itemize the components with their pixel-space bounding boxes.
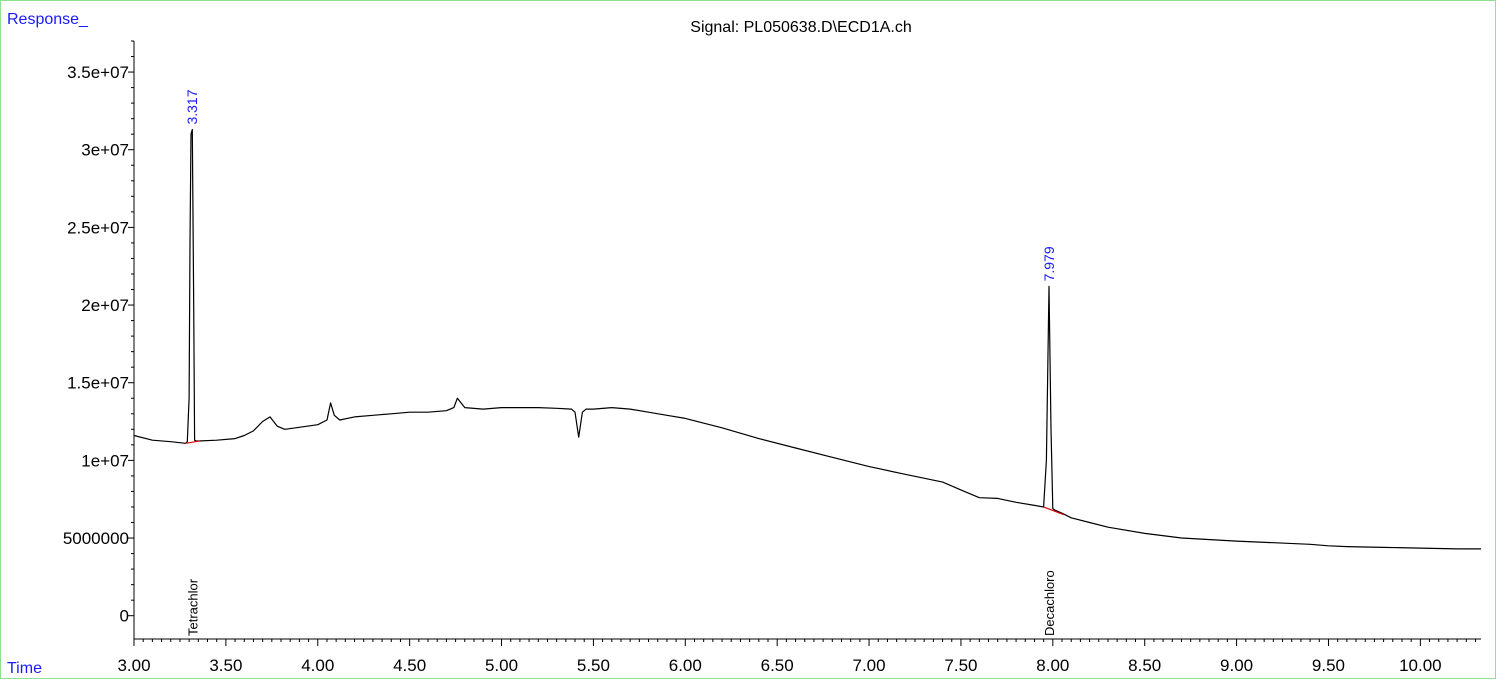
y-tick-label: 5000000 xyxy=(63,529,129,548)
y-tick-label: 3e+07 xyxy=(81,141,129,160)
x-tick-label: 9.00 xyxy=(1220,656,1253,675)
x-tick-label: 5.00 xyxy=(485,656,518,675)
y-tick-label: 0 xyxy=(120,607,129,626)
compound-name-label: Tetrachlor xyxy=(185,578,200,636)
integration-baseline xyxy=(185,440,201,444)
y-tick-label: 3.5e+07 xyxy=(67,63,129,82)
x-tick-label: 4.00 xyxy=(301,656,334,675)
signal-trace xyxy=(133,128,1481,550)
x-tick-label: 8.00 xyxy=(1036,656,1069,675)
axes: 3.00 3.50 4.00 4.50 5.00 5.50 6.00 6.50 7.00 7.50… xyxy=(63,40,1481,675)
x-tick-label: 4.50 xyxy=(393,656,426,675)
x-tick-label: 3.00 xyxy=(117,656,150,675)
peak-annotations: 3.317 Tetrachlor 7.979 Decachloro xyxy=(184,89,1057,636)
x-tick-label: 5.50 xyxy=(577,656,610,675)
x-tick-label: 7.50 xyxy=(944,656,977,675)
x-tick-label: 10.00 xyxy=(1399,656,1442,675)
x-tick-label: 3.50 xyxy=(209,656,242,675)
x-tick-label: 7.00 xyxy=(853,656,886,675)
y-axis-label: Response_ xyxy=(7,11,89,28)
integration-baseline xyxy=(1043,506,1065,516)
peak-retention-time-label: 3.317 xyxy=(184,89,200,124)
y-tick-label: 2e+07 xyxy=(81,296,129,315)
compound-name-label: Decachloro xyxy=(1042,570,1057,636)
y-tick-label: 1.5e+07 xyxy=(67,374,129,393)
peak-retention-time-label: 7.979 xyxy=(1041,246,1057,281)
plot-area xyxy=(133,128,1481,550)
x-tick-label: 6.00 xyxy=(669,656,702,675)
x-axis-label: Time xyxy=(7,660,42,677)
x-tick-label: 6.50 xyxy=(761,656,794,675)
y-tick-label: 1e+07 xyxy=(81,451,129,470)
x-tick-label: 8.50 xyxy=(1128,656,1161,675)
chart-title: Signal: PL050638.D\ECD1A.ch xyxy=(690,19,911,36)
x-tick-label: 9.50 xyxy=(1312,656,1345,675)
y-tick-label: 2.5e+07 xyxy=(67,218,129,237)
